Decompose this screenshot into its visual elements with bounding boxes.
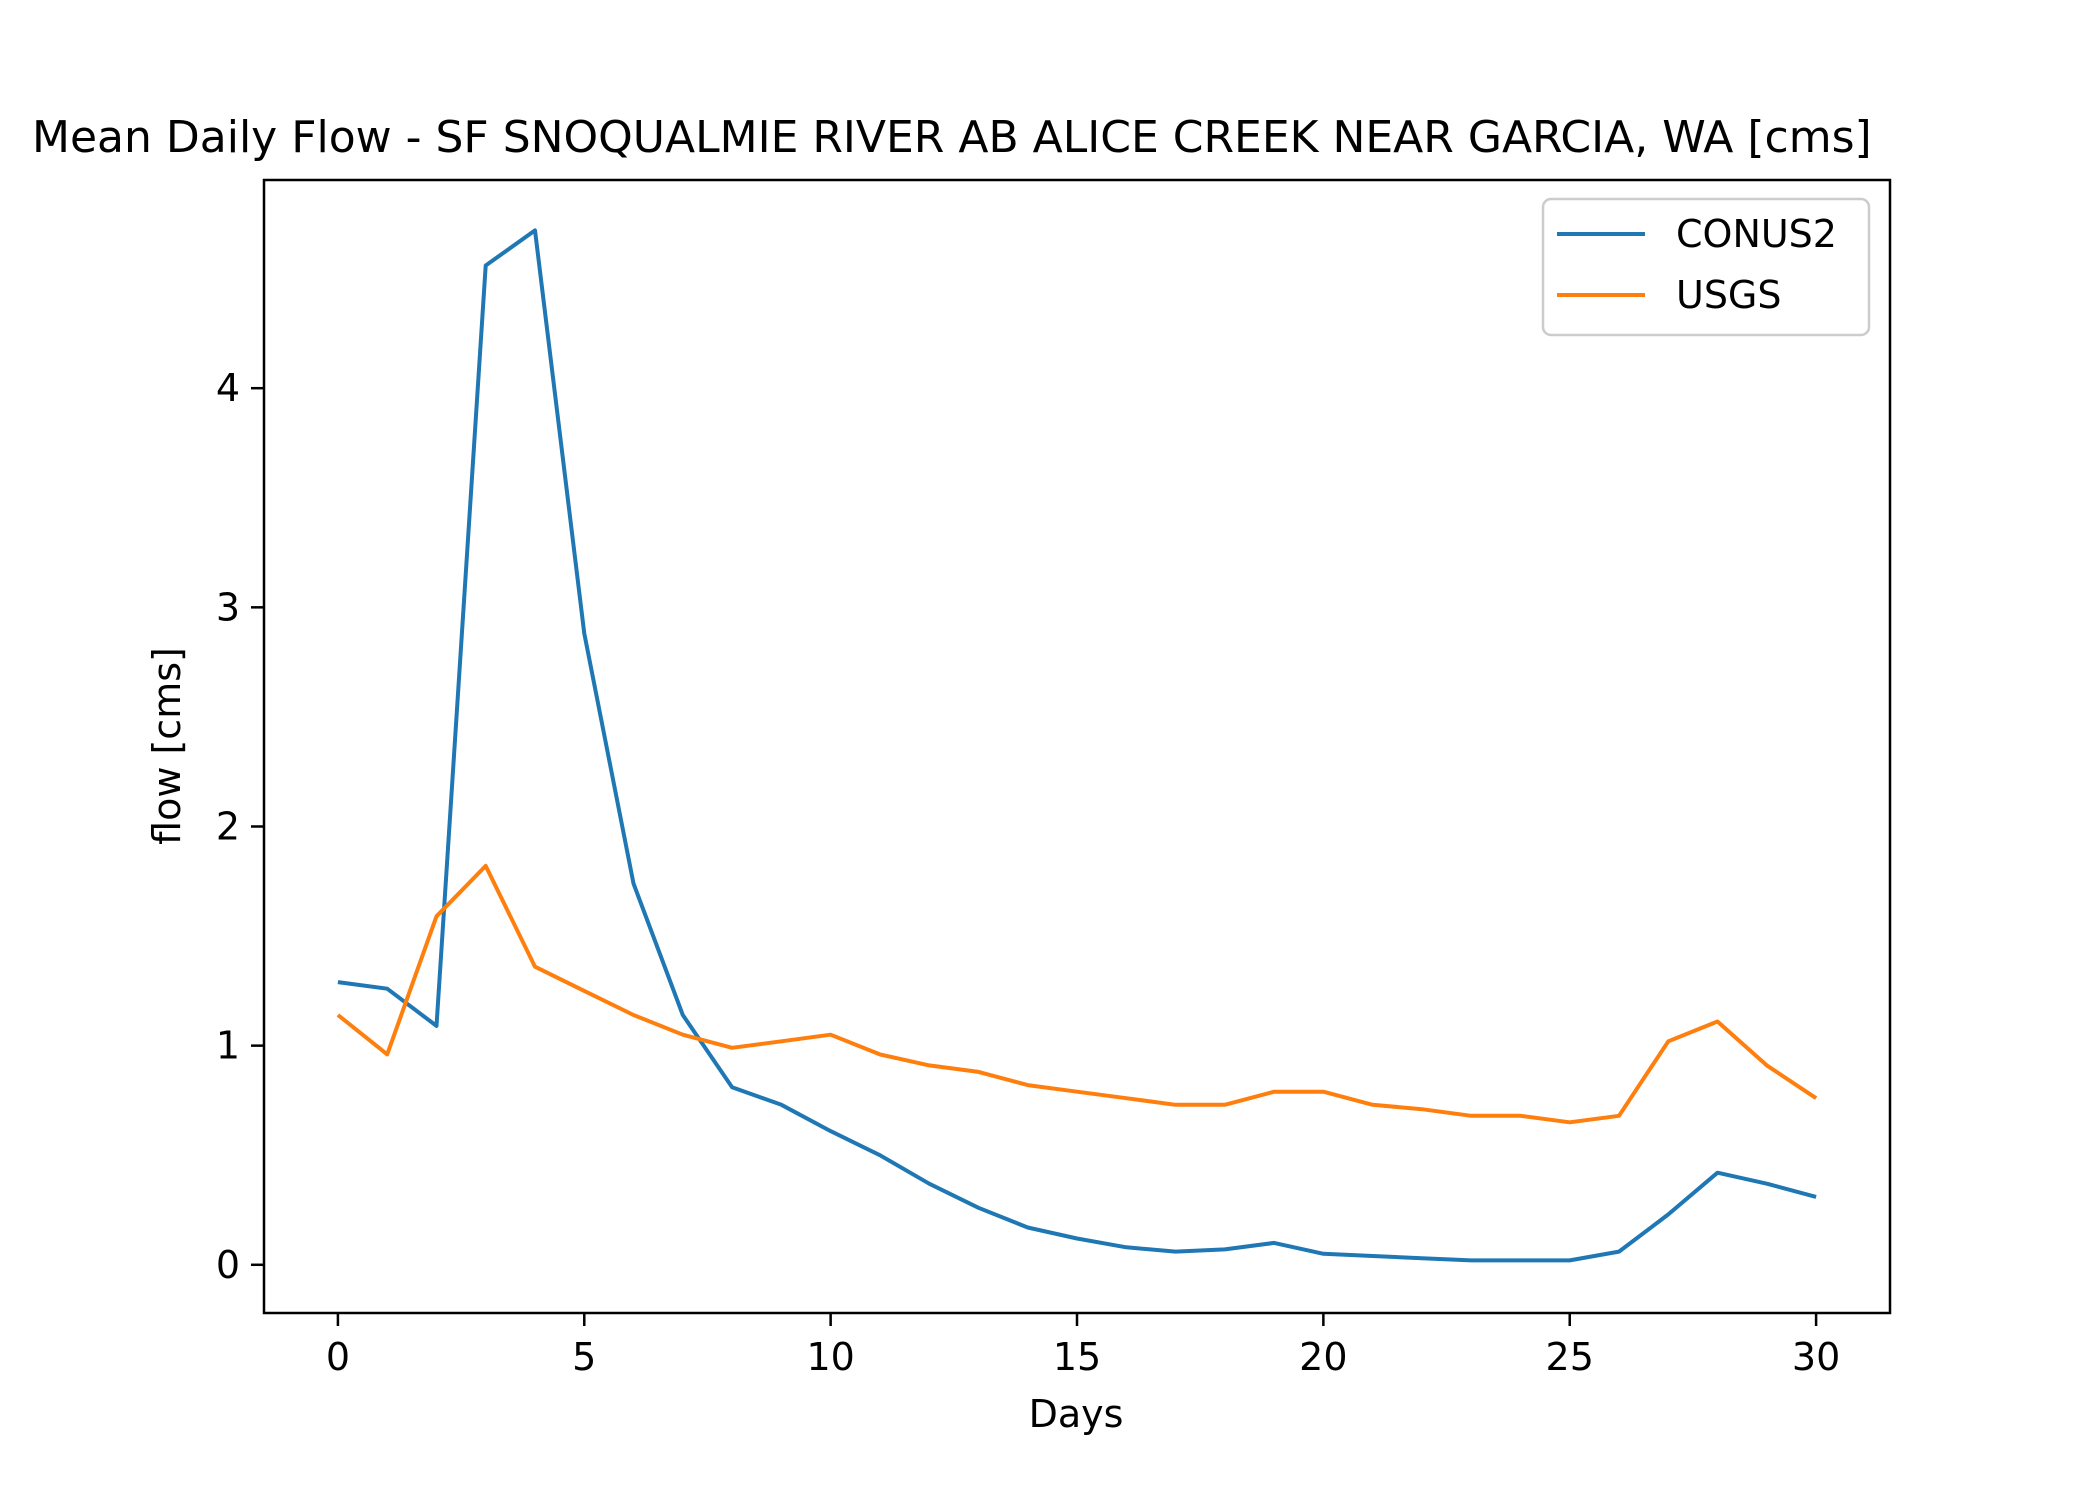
y-tick-label: 3 bbox=[216, 585, 240, 629]
y-axis: 0 1 2 3 4 bbox=[216, 366, 264, 1287]
y-tick-label: 2 bbox=[216, 804, 240, 848]
x-axis: 0 5 10 15 20 25 30 bbox=[326, 1313, 1840, 1379]
x-tick-label: 5 bbox=[572, 1335, 596, 1379]
x-tick-label: 10 bbox=[806, 1335, 854, 1379]
y-tick-label: 0 bbox=[216, 1243, 240, 1287]
legend-label-conus2: CONUS2 bbox=[1676, 212, 1837, 256]
y-axis-label: flow [cms] bbox=[145, 647, 189, 845]
series-line-usgs bbox=[336, 863, 1818, 1125]
series-line-conus2 bbox=[337, 228, 1817, 1263]
y-tick-label: 1 bbox=[216, 1024, 240, 1068]
legend: CONUS2 USGS bbox=[1541, 197, 1871, 337]
chart-title: Mean Daily Flow - SF SNOQUALMIE RIVER AB… bbox=[32, 112, 1872, 163]
x-axis-label: Days bbox=[1029, 1392, 1124, 1436]
x-tick-label: 0 bbox=[326, 1335, 350, 1379]
x-tick-label: 20 bbox=[1299, 1335, 1347, 1379]
x-tick-label: 30 bbox=[1792, 1335, 1840, 1379]
x-tick-label: 25 bbox=[1546, 1335, 1594, 1379]
plot-area-frame bbox=[262, 178, 1892, 1315]
series-lines bbox=[336, 228, 1818, 1263]
x-tick-label: 15 bbox=[1053, 1335, 1101, 1379]
legend-label-usgs: USGS bbox=[1676, 273, 1782, 317]
y-tick-label: 4 bbox=[216, 366, 240, 410]
